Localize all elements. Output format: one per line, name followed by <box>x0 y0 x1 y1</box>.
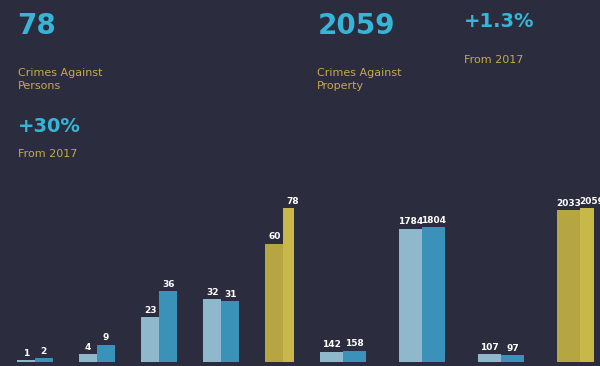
Text: From 2017: From 2017 <box>17 149 77 159</box>
Text: 31: 31 <box>224 290 236 299</box>
Text: 32: 32 <box>206 288 218 297</box>
Bar <box>159 291 177 362</box>
Text: 158: 158 <box>344 339 364 348</box>
Bar <box>17 361 35 362</box>
Bar <box>501 355 524 362</box>
Text: 9: 9 <box>103 333 109 342</box>
Bar <box>422 227 445 362</box>
Bar <box>580 208 600 362</box>
Text: 1804: 1804 <box>421 216 446 225</box>
Text: 2033: 2033 <box>556 199 581 208</box>
Bar <box>79 354 97 362</box>
Text: 2059: 2059 <box>317 12 395 40</box>
Text: Crimes Against
Persons: Crimes Against Persons <box>17 68 102 92</box>
Bar <box>203 299 221 362</box>
Bar <box>478 354 501 362</box>
Text: From 2017: From 2017 <box>464 55 524 65</box>
Text: Crimes Against
Property: Crimes Against Property <box>317 68 402 92</box>
Text: 97: 97 <box>506 344 519 353</box>
Text: 78: 78 <box>17 12 56 40</box>
Text: 60: 60 <box>268 232 281 242</box>
Text: 36: 36 <box>162 280 175 289</box>
Bar <box>35 358 53 362</box>
Bar <box>320 352 343 362</box>
Bar <box>283 208 301 362</box>
Text: 2059: 2059 <box>579 197 600 206</box>
Bar <box>557 210 580 362</box>
Bar <box>141 317 159 362</box>
Text: 1: 1 <box>23 349 29 358</box>
Text: 107: 107 <box>480 343 499 352</box>
Text: 23: 23 <box>144 306 157 314</box>
Text: 1784: 1784 <box>398 217 423 227</box>
Text: 142: 142 <box>322 340 340 349</box>
Bar <box>221 301 239 362</box>
Bar <box>97 344 115 362</box>
Bar <box>399 229 422 362</box>
Text: 2: 2 <box>41 347 47 356</box>
Text: 4: 4 <box>85 343 91 352</box>
Text: 78: 78 <box>286 197 299 206</box>
Text: +30%: +30% <box>17 117 80 136</box>
Bar <box>343 351 365 362</box>
Bar <box>265 244 283 362</box>
Text: +1.3%: +1.3% <box>464 12 535 31</box>
